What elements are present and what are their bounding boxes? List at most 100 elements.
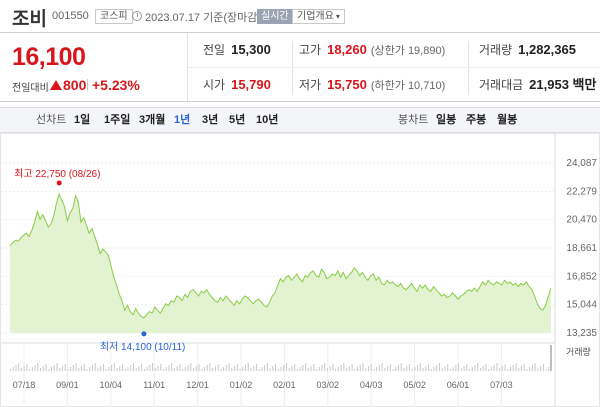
volume-bar [357,367,359,371]
period-1w[interactable]: 1주일 [104,114,131,126]
volume-bar [499,368,501,371]
volume-bar [94,363,96,371]
volume-bar [31,367,33,371]
chevron-down-icon: ▾ [335,12,340,21]
x-tick-label: 05/02 [403,380,426,390]
company-info-button[interactable]: 기업개요 ▾ [292,9,345,24]
price-summary: 16,100 전일대비 800 +5.23% 전일 15,300 고가 18,260… [0,32,600,102]
volume-bar [34,365,36,371]
volume-bar [15,365,17,371]
volume-bar [425,366,427,371]
volume-bar [81,366,83,371]
volume-bar [452,367,454,371]
candle-monthly[interactable]: 월봉 [497,114,518,126]
x-tick-label: 02/01 [273,380,296,390]
volume-bar [171,363,173,371]
volume-bar [411,369,413,371]
volume-bar [444,366,446,371]
volume-bar [389,364,391,371]
volume-bar [132,363,134,371]
volume-bar [430,369,432,371]
x-axis-labels: 07/18 09/01 10/04 11/01 12/01 01/02 02/01 03/02… [13,343,513,407]
volume-bar [122,364,124,371]
x-tick-label: 09/01 [56,380,79,390]
volume-bar [78,368,80,371]
price-chart-svg[interactable]: 24,087 22,279 20,470 18,661 16,852 15,044 13,2… [0,133,600,407]
y-axis-labels: 24,087 22,279 20,470 18,661 16,852 15,044 13,2… [566,158,597,339]
volume-bar [324,363,326,371]
volume-bar [520,366,522,371]
period-3m[interactable]: 3개월 [139,114,166,126]
volume-bar [433,367,435,371]
volume-bar [179,364,181,371]
volume-bar [471,367,473,371]
volume-bar [154,368,156,371]
volume-bar [512,365,514,371]
price-area [10,194,551,333]
volume-bar [269,368,271,371]
price-chart[interactable]: 24,087 22,279 20,470 18,661 16,852 15,044 13,2… [0,133,600,407]
volume-bar [395,367,397,371]
volume-bar [337,367,339,371]
period-3y[interactable]: 3년 [202,114,219,126]
volume-bar [184,367,186,371]
divider [468,41,469,95]
period-10y[interactable]: 10년 [256,114,279,126]
x-tick-label: 10/04 [100,380,123,390]
x-tick-label: 07/03 [490,380,513,390]
volume-bar [458,363,460,371]
lower-limit: (하한가 10,710) [370,80,446,92]
x-tick-label: 01/02 [230,380,253,390]
volume-bar [111,365,113,371]
candle-daily[interactable]: 일봉 [436,114,457,126]
y-tick-label: 15,044 [566,300,597,311]
realtime-button[interactable]: 실시간 [257,9,293,24]
candle-chart-label: 봉차트 [398,114,429,126]
volume-bar [548,367,550,371]
volume-bar [534,363,536,371]
volume-bar [217,364,219,371]
volume-bar [146,367,148,371]
volume-bar [143,369,145,371]
volume-bar [542,364,544,371]
volume-bar [247,363,249,371]
volume-bar [403,368,405,371]
period-1d[interactable]: 1일 [74,114,91,126]
volume-bar [160,364,162,371]
open-value: 15,790 [231,77,271,92]
volume-bar [138,366,140,371]
volume-bar [406,366,408,371]
prev-close-cell: 전일 15,300 [203,42,271,57]
volume-bar [42,366,44,371]
volume-bar [384,368,386,371]
price-line [9,192,552,319]
volume-bar [220,369,222,371]
volume-bar [198,364,200,371]
volume-bar [316,369,318,371]
current-price: 16,100 [12,43,86,71]
volume-bar [116,368,118,371]
volume-bar [59,368,61,371]
period-1y[interactable]: 1년 [174,114,191,126]
volume-cell: 거래량 1,282,365 [479,42,576,57]
max-point-marker [56,180,62,186]
volume-bar [214,366,216,371]
volume-bar [105,369,107,371]
y-tick-label: 18,661 [566,243,597,254]
volume-bar [477,363,479,371]
volume-bar [351,364,353,371]
volume-bar [299,367,301,371]
candle-weekly[interactable]: 주봉 [466,114,487,126]
volume-bar [373,369,375,371]
volume-bar [67,369,69,371]
volume-bar [378,365,380,371]
period-5y[interactable]: 5년 [229,114,246,126]
volume-bar [496,363,498,371]
volume-bar [83,364,85,371]
volume-bar [310,366,312,371]
volume-bar [501,366,503,371]
volume-bar [157,366,159,371]
volume-bar [97,368,99,371]
volume-bar [313,364,315,371]
volume-bar [29,369,31,371]
